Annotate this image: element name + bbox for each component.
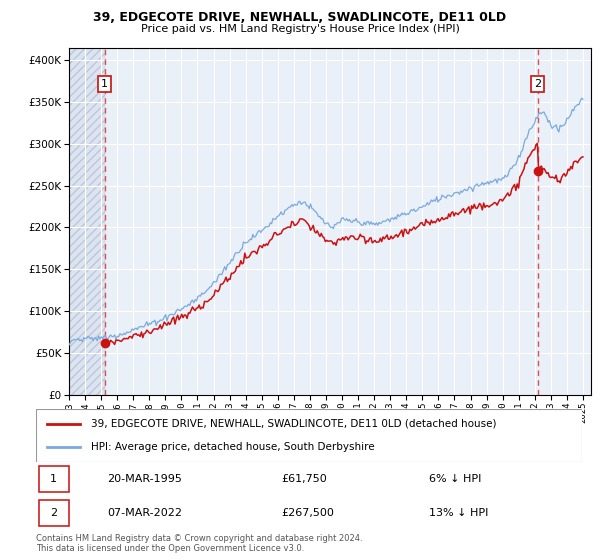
Bar (69, 48, 104, 395)
Text: 13% ↓ HPI: 13% ↓ HPI (429, 508, 488, 518)
Text: 39, EDGECOTE DRIVE, NEWHALL, SWADLINCOTE, DE11 0LD: 39, EDGECOTE DRIVE, NEWHALL, SWADLINCOTE… (94, 11, 506, 24)
Text: 1: 1 (50, 474, 57, 484)
Text: 20-MAR-1995: 20-MAR-1995 (107, 474, 182, 484)
Text: 39, EDGECOTE DRIVE, NEWHALL, SWADLINCOTE, DE11 0LD (detached house): 39, EDGECOTE DRIVE, NEWHALL, SWADLINCOTE… (91, 419, 496, 429)
FancyBboxPatch shape (39, 466, 69, 492)
Text: 1: 1 (101, 79, 108, 89)
Text: Price paid vs. HM Land Registry's House Price Index (HPI): Price paid vs. HM Land Registry's House … (140, 24, 460, 34)
FancyBboxPatch shape (39, 500, 69, 526)
Text: £61,750: £61,750 (282, 474, 328, 484)
Text: 2: 2 (534, 79, 541, 89)
Text: 2: 2 (50, 508, 57, 518)
Text: 6% ↓ HPI: 6% ↓ HPI (429, 474, 481, 484)
Text: HPI: Average price, detached house, South Derbyshire: HPI: Average price, detached house, Sout… (91, 442, 374, 452)
Text: Contains HM Land Registry data © Crown copyright and database right 2024.
This d: Contains HM Land Registry data © Crown c… (36, 534, 362, 553)
Text: 07-MAR-2022: 07-MAR-2022 (107, 508, 182, 518)
Text: £267,500: £267,500 (282, 508, 335, 518)
